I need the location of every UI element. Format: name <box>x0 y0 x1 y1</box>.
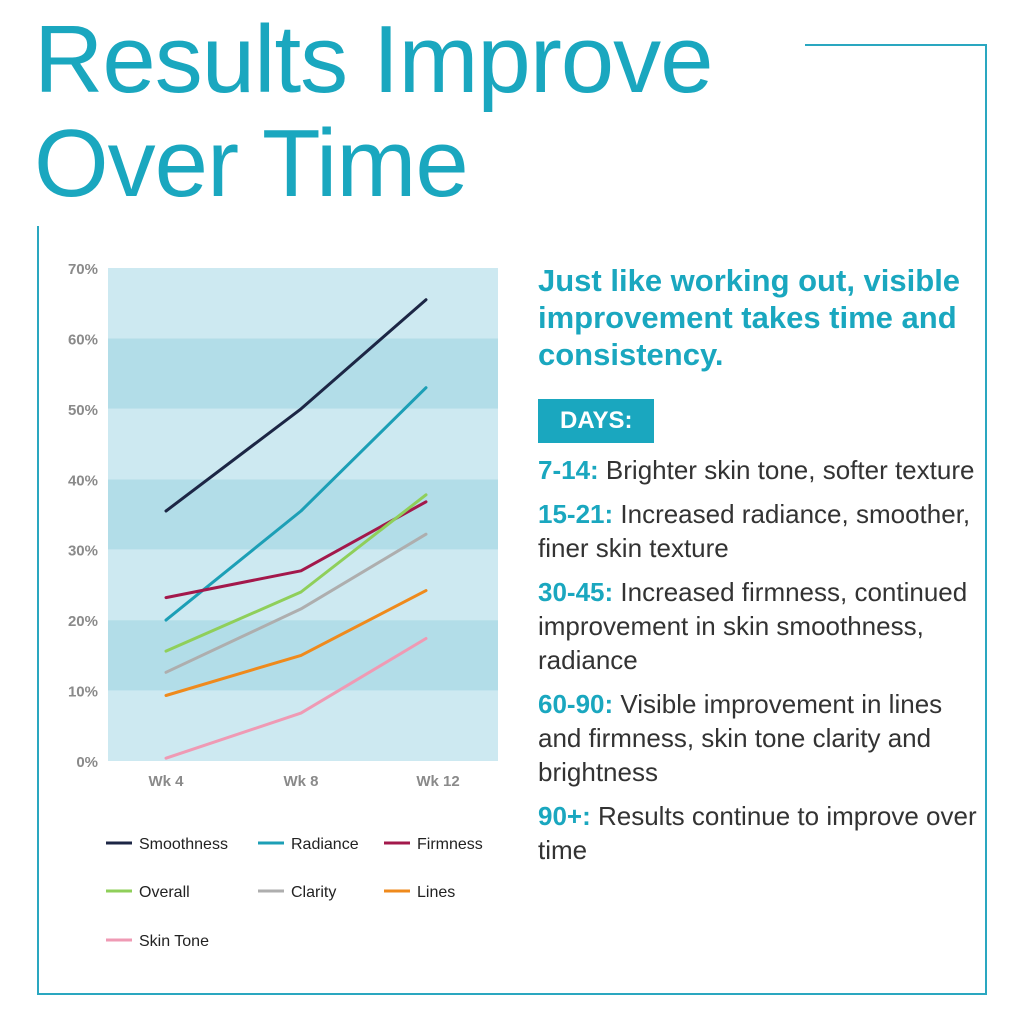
milestone-item: 7-14: Brighter skin tone, softer texture <box>538 453 988 487</box>
days-badge: DAYS: <box>538 399 655 443</box>
milestone-range: 15-21: <box>538 499 614 529</box>
milestone-text: Results continue to improve over time <box>538 801 977 865</box>
legend-label: Overall <box>139 884 190 901</box>
title-line-2: Over Time <box>34 110 469 217</box>
legend-label: Lines <box>417 884 455 901</box>
y-tick-label: 60% <box>68 331 98 348</box>
x-tick-label: Wk 4 <box>148 773 184 790</box>
frame-left-line <box>37 226 39 995</box>
x-tick-label: Wk 12 <box>416 773 459 790</box>
legend-label: Radiance <box>291 836 359 853</box>
title-line-1: Results Improve <box>34 6 714 113</box>
milestone-item: 90+: Results continue to improve over ti… <box>538 799 988 867</box>
milestone-text: Increased firmness, continued improvemen… <box>538 577 968 675</box>
legend-label: Clarity <box>291 884 336 901</box>
chart-band <box>108 549 498 621</box>
milestone-range: 90+: <box>538 801 591 831</box>
chart-plot-bands <box>108 268 498 761</box>
milestone-range: 60-90: <box>538 689 614 719</box>
milestone-item: 60-90: Visible improvement in lines and … <box>538 687 988 789</box>
series-line-clarity <box>164 532 428 674</box>
series-line-radiance <box>164 386 428 622</box>
series-line-overall <box>164 493 428 653</box>
chart-band <box>108 690 498 761</box>
y-tick-label: 50% <box>68 402 98 419</box>
legend-label: Skin Tone <box>139 933 209 950</box>
chart-band <box>108 268 498 339</box>
chart-legend: Smoothness Radiance Firmness Overall Clarity… <box>106 836 483 950</box>
series-line-smoothness <box>164 298 428 513</box>
series-line-skin-tone <box>164 637 428 760</box>
series-line-lines <box>164 589 428 697</box>
y-tick-label: 20% <box>68 613 98 630</box>
milestone-text: Visible improvement in lines and firmnes… <box>538 689 943 787</box>
milestone-item: 15-21: Increased radiance, smoother, fin… <box>538 497 988 565</box>
chart-band <box>108 338 498 409</box>
legend-label: Smoothness <box>139 836 228 853</box>
chart-band <box>108 479 498 550</box>
y-tick-label: 30% <box>68 543 98 560</box>
legend-label: Firmness <box>417 836 483 853</box>
page-title: Results Improve Over Time <box>34 6 714 217</box>
milestone-text: Brighter skin tone, softer texture <box>598 455 975 485</box>
frame-bottom-line <box>37 993 987 995</box>
y-tick-label: 70% <box>68 261 98 278</box>
y-tick-label: 0% <box>76 754 98 771</box>
y-tick-label: 40% <box>68 472 98 489</box>
y-tick-label: 10% <box>68 684 98 701</box>
headline: Just like working out, visible improveme… <box>538 263 961 372</box>
x-tick-label: Wk 8 <box>283 773 318 790</box>
chart-series-lines <box>164 298 428 760</box>
x-axis-tick-labels: Wk 4 Wk 8 Wk 12 <box>148 773 459 790</box>
milestone-list: 7-14: Brighter skin tone, softer texture… <box>538 453 988 867</box>
milestone-range: 7-14: <box>538 455 599 485</box>
info-column: Just like working out, visible improveme… <box>538 262 988 867</box>
series-line-firmness <box>164 500 428 600</box>
chart-band <box>108 408 498 480</box>
y-axis-tick-labels: 0% 10% 20% 30% 40% 50% 60% 70% <box>68 261 98 771</box>
frame-right-line <box>985 44 987 995</box>
milestone-range: 30-45: <box>538 577 614 607</box>
frame-top-line <box>805 44 987 46</box>
milestone-item: 30-45: Increased firmness, continued imp… <box>538 575 988 677</box>
milestone-text: Increased radiance, smoother, finer skin… <box>538 499 971 563</box>
